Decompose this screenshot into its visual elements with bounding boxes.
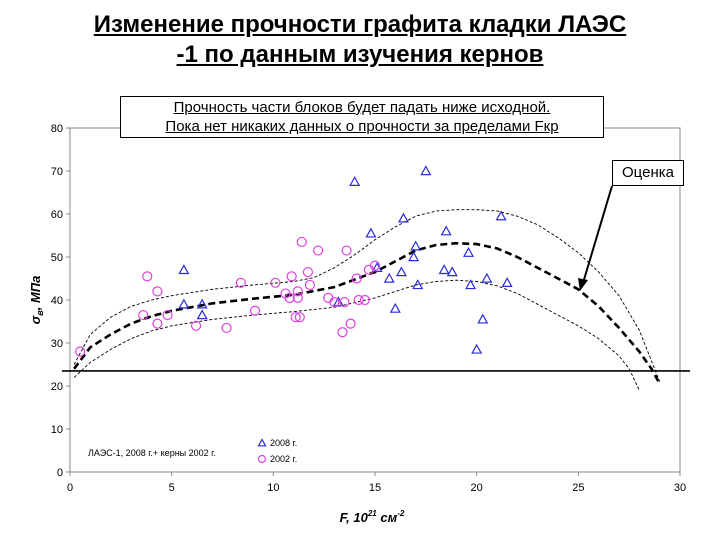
note-box: Прочность части блоков будет падать ниже… <box>120 96 604 138</box>
chart-markers <box>75 165 513 357</box>
data-point-2008 <box>465 279 477 290</box>
data-point-2002 <box>304 279 316 291</box>
note-line-1: Прочность части блоков будет падать ниже… <box>173 99 551 116</box>
data-point-2008 <box>349 176 361 186</box>
note-line-2: Пока нет никаких данных о прочности за п… <box>165 118 559 135</box>
chart-axes: 0 10 20 30 40 50 60 70 80 0 5 10 15 20 25 30 <box>51 123 686 494</box>
slide-title: Изменение прочности графита кладки ЛАЭС … <box>0 10 720 70</box>
x-tick-label: 15 <box>369 482 381 494</box>
y-axis-label: σв, МПа <box>28 276 45 325</box>
data-point-2008 <box>438 264 450 275</box>
data-point-2002 <box>323 292 334 303</box>
data-point-2002 <box>341 245 352 256</box>
y-tick-label: 60 <box>51 209 63 221</box>
trend-curve <box>73 241 661 385</box>
y-tick-label: 20 <box>51 381 63 393</box>
data-point-2008 <box>178 264 190 275</box>
data-point-2002 <box>270 277 281 288</box>
data-point-2008 <box>178 298 190 309</box>
data-point-2002 <box>162 309 173 321</box>
data-point-2002 <box>286 271 297 282</box>
data-point-2002 <box>339 297 350 308</box>
estimate-arrow <box>582 185 613 284</box>
data-point-2008 <box>408 251 420 262</box>
x-axis-label: F, 1021 см-2 <box>340 509 405 525</box>
data-point-2002 <box>249 305 261 316</box>
data-point-2002 <box>369 260 381 271</box>
chart-legend: ЛАЭС-1, 2008 г.+ керны 2002 г. 2008 г. 200… <box>88 438 297 464</box>
legend-label: 2008 г. <box>270 438 297 448</box>
data-point-2008 <box>463 246 475 257</box>
data-point-2008 <box>365 227 377 238</box>
x-tick-label: 20 <box>471 482 483 494</box>
x-tick-label: 30 <box>674 482 686 494</box>
data-point-2002 <box>152 318 163 329</box>
y-tick-label: 80 <box>51 123 63 135</box>
data-point-2002 <box>353 294 364 306</box>
estimate-arrow-head <box>578 278 588 291</box>
x-tick-label: 5 <box>169 482 175 494</box>
title-line-1: Изменение прочности графита кладки ЛАЭС <box>93 11 627 38</box>
y-tick-label: 30 <box>51 338 63 350</box>
data-point-2002 <box>296 236 307 248</box>
data-point-2002 <box>235 277 246 288</box>
data-point-2002 <box>292 292 303 303</box>
data-point-2002 <box>345 318 356 329</box>
lower-band-curve <box>73 279 640 391</box>
data-point-2008 <box>440 225 452 236</box>
x-tick-label: 10 <box>267 482 279 494</box>
data-point-2008 <box>395 266 407 277</box>
data-point-2002 <box>152 286 163 297</box>
data-point-2002 <box>221 322 232 334</box>
legend-label: 2002 г. <box>270 454 297 464</box>
y-tick-label: 50 <box>51 252 63 264</box>
x-tick-label: 25 <box>572 482 584 494</box>
data-point-2008 <box>412 279 424 290</box>
y-tick-label: 0 <box>57 467 63 479</box>
data-point-2002 <box>359 294 370 306</box>
data-point-2002 <box>351 273 362 284</box>
x-tick-label: 0 <box>67 482 73 494</box>
data-point-2008 <box>471 343 483 354</box>
data-point-2002 <box>284 292 295 303</box>
data-point-2002 <box>290 312 301 323</box>
data-point-2002 <box>190 320 202 331</box>
data-point-2008 <box>397 212 409 223</box>
data-point-2008 <box>420 165 432 176</box>
estimate-label: Оценка <box>612 160 684 186</box>
data-point-2002 <box>329 297 340 308</box>
data-point-2008 <box>446 266 458 277</box>
data-point-2008 <box>410 240 422 251</box>
data-point-2008 <box>477 313 489 324</box>
y-tick-label: 40 <box>51 295 63 307</box>
data-point-2008 <box>196 309 208 320</box>
data-point-2002 <box>75 346 86 357</box>
data-point-2008 <box>332 296 344 307</box>
data-point-2002 <box>142 271 153 282</box>
legend-marker-2002 <box>257 454 267 464</box>
data-point-2002 <box>363 264 374 275</box>
data-point-2008 <box>389 302 401 313</box>
title-line-2: -1 по данным изучения кернов <box>176 41 544 68</box>
y-tick-label: 70 <box>51 166 63 178</box>
data-point-2002 <box>312 245 324 256</box>
data-point-2008 <box>501 277 513 287</box>
data-point-2002 <box>292 286 303 297</box>
plot-frame <box>69 127 681 473</box>
data-point-2002 <box>294 312 305 323</box>
data-point-2008 <box>481 272 493 283</box>
source-legend-text: ЛАЭС-1, 2008 г.+ керны 2002 г. <box>88 448 216 458</box>
data-point-2008 <box>196 298 208 309</box>
data-point-2002 <box>302 266 313 278</box>
data-point-2008 <box>383 272 395 283</box>
y-tick-label: 10 <box>51 424 63 436</box>
data-point-2008 <box>495 210 507 221</box>
data-point-2002 <box>138 309 149 321</box>
data-point-2002 <box>337 327 348 338</box>
legend-marker-2008 <box>257 438 267 447</box>
